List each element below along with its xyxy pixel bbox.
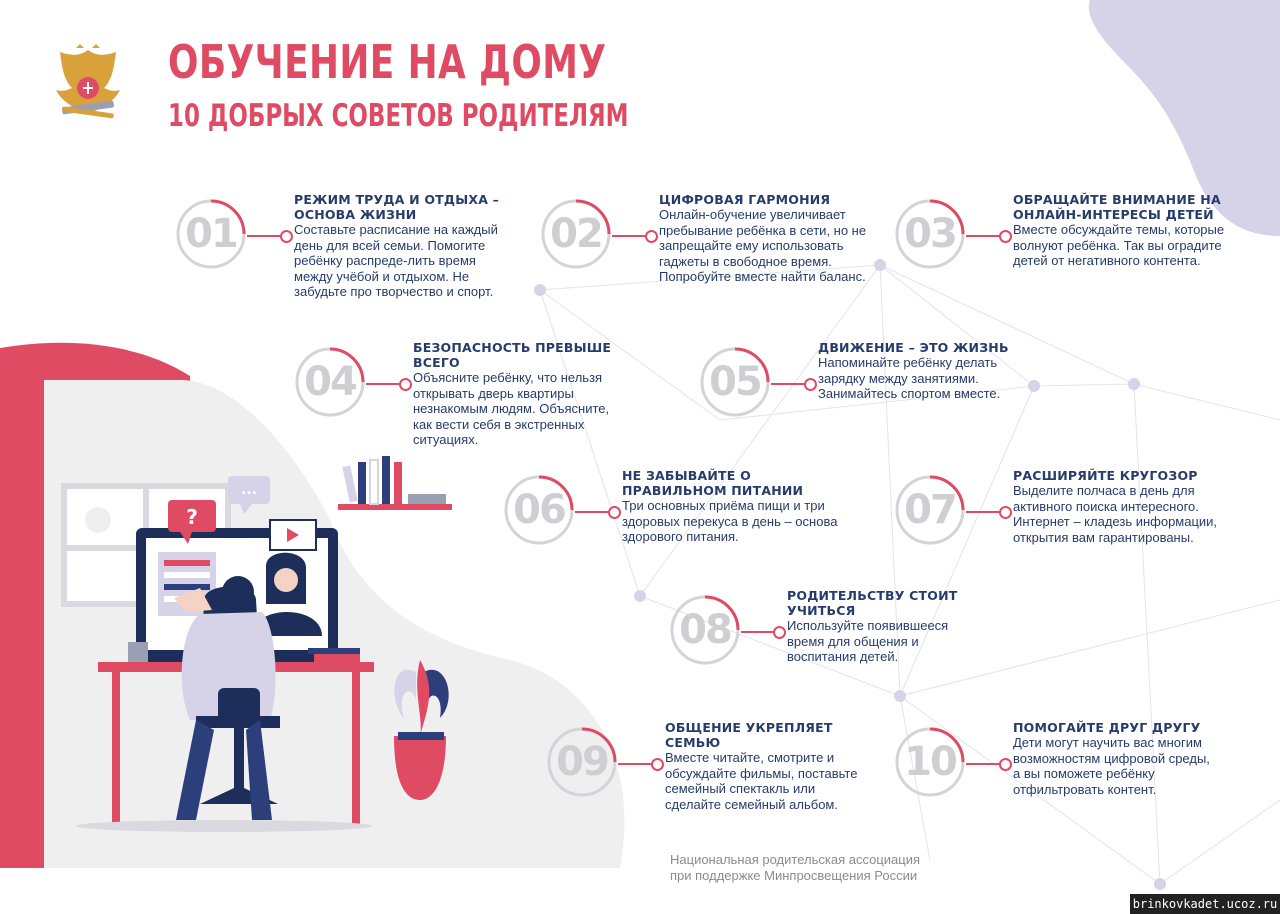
footer-line-1: Национальная родительская ассоциация bbox=[670, 852, 921, 867]
tip-number-badge: 09 bbox=[546, 726, 618, 798]
tip-number: 01 bbox=[185, 211, 239, 257]
progress-ring-icon bbox=[547, 727, 617, 797]
tip-text-block: ДВИЖЕНИЕ – ЭТО ЖИЗНЬ Напоминайте ребёнку … bbox=[818, 340, 1033, 402]
connector-line bbox=[771, 383, 806, 385]
tip-number: 08 bbox=[679, 607, 733, 653]
progress-ring-icon bbox=[895, 199, 965, 269]
connector-dot bbox=[608, 506, 621, 519]
tip-number: 05 bbox=[709, 359, 763, 405]
footer-credit: Национальная родительская ассоциация при… bbox=[670, 852, 920, 884]
connector-dot bbox=[999, 230, 1012, 243]
connector-dot bbox=[804, 378, 817, 391]
connector-line bbox=[966, 235, 1001, 237]
tip-number: 09 bbox=[556, 739, 610, 785]
progress-ring-icon bbox=[541, 199, 611, 269]
tip-title: ОБЩЕНИЕ УКРЕПЛЯЕТ СЕМЬЮ bbox=[665, 720, 833, 750]
svg-text:...: ... bbox=[241, 482, 257, 498]
illustration: ? ... bbox=[0, 342, 625, 869]
svg-text:?: ? bbox=[186, 505, 198, 529]
tip-title: РЕЖИМ ТРУДА И ОТДЫХА – ОСНОВА ЖИЗНИ bbox=[294, 192, 500, 222]
tip-number: 02 bbox=[550, 211, 604, 257]
watermark: brinkovkadet.ucoz.ru bbox=[1130, 894, 1280, 914]
network-lines bbox=[539, 264, 1280, 885]
connector-line bbox=[966, 763, 1001, 765]
tip-body: Напоминайте ребёнку делать зарядку между… bbox=[818, 355, 1001, 402]
tip-text-block: РАСШИРЯЙТЕ КРУГОЗОР Выделите полчаса в де… bbox=[1013, 468, 1243, 545]
tip-number-badge: 03 bbox=[894, 198, 966, 270]
page-title: ОБУЧЕНИЕ НА ДОМУ bbox=[168, 35, 607, 89]
tip-number-badge: 07 bbox=[894, 474, 966, 546]
connector-line bbox=[575, 511, 610, 513]
tip-text-block: ОБРАЩАЙТЕ ВНИМАНИЕ НА ОНЛАЙН-ИНТЕРЕСЫ ДЕ… bbox=[1013, 192, 1233, 269]
connector-line bbox=[612, 235, 647, 237]
tip-text-block: РОДИТЕЛЬСТВУ СТОИТ УЧИТЬСЯ Используйте по… bbox=[787, 588, 987, 665]
tip-title: ПОМОГАЙТЕ ДРУГ ДРУГУ bbox=[1013, 720, 1201, 735]
connector-line bbox=[247, 235, 282, 237]
connector-dot bbox=[651, 758, 664, 771]
tip-title: ДВИЖЕНИЕ – ЭТО ЖИЗНЬ bbox=[818, 340, 1009, 355]
tip-text-block: РЕЖИМ ТРУДА И ОТДЫХА – ОСНОВА ЖИЗНИ Соста… bbox=[294, 192, 509, 300]
connector-dot bbox=[773, 626, 786, 639]
tip-number: 06 bbox=[513, 487, 567, 533]
connector-dot bbox=[999, 758, 1012, 771]
tip-title: ЦИФРОВАЯ ГАРМОНИЯ bbox=[659, 192, 831, 207]
tip-body: Используйте появившееся время для общени… bbox=[787, 618, 949, 665]
tip-body: Онлайн-обучение увеличивает пребывание р… bbox=[659, 207, 867, 285]
tip-text-block: НЕ ЗАБЫВАЙТЕ О ПРАВИЛЬНОМ ПИТАНИИ Три осн… bbox=[622, 468, 847, 545]
tip-text-block: БЕЗОПАСНОСТЬ ПРЕВЫШЕ ВСЕГО Объясните ребё… bbox=[413, 340, 628, 448]
connector-line bbox=[966, 511, 1001, 513]
tip-body: Составьте расписание на каждый день для … bbox=[294, 222, 498, 300]
tip-text-block: ЦИФРОВАЯ ГАРМОНИЯ Онлайн-обучение увеличи… bbox=[659, 192, 884, 285]
tip-number-badge: 04 bbox=[294, 346, 366, 418]
progress-ring-icon bbox=[895, 475, 965, 545]
page-subtitle: 10 ДОБРЫХ СОВЕТОВ РОДИТЕЛЯМ bbox=[168, 98, 629, 134]
tip-body: Три основных приёма пищи и три здоровых … bbox=[622, 498, 838, 545]
tip-body: Объясните ребёнку, что нельзя открывать … bbox=[413, 370, 610, 448]
tip-number: 10 bbox=[904, 739, 958, 785]
progress-ring-icon bbox=[176, 199, 246, 269]
connector-line bbox=[366, 383, 401, 385]
lavender-blob bbox=[1088, 0, 1280, 236]
tip-number-badge: 08 bbox=[669, 594, 741, 666]
tip-number: 03 bbox=[904, 211, 958, 257]
tip-body: Вместе обсуждайте темы, которые волнуют … bbox=[1013, 222, 1225, 269]
connector-line bbox=[741, 631, 775, 633]
tip-number: 07 bbox=[904, 487, 958, 533]
connector-dot bbox=[280, 230, 293, 243]
progress-ring-icon bbox=[504, 475, 574, 545]
tip-body: Вместе читайте, смотрите и обсуждайте фи… bbox=[665, 750, 858, 812]
connector-dot bbox=[999, 506, 1012, 519]
network-nodes bbox=[534, 259, 1166, 890]
footer-line-2: при поддержке Минпросвещения России bbox=[670, 868, 918, 883]
connector-dot bbox=[645, 230, 658, 243]
progress-ring-icon bbox=[895, 727, 965, 797]
tip-body: Выделите полчаса в день для активного по… bbox=[1013, 483, 1218, 545]
tip-text-block: ПОМОГАЙТЕ ДРУГ ДРУГУ Дети могут научить в… bbox=[1013, 720, 1213, 797]
tip-title: РАСШИРЯЙТЕ КРУГОЗОР bbox=[1013, 468, 1198, 483]
tip-title: БЕЗОПАСНОСТЬ ПРЕВЫШЕ ВСЕГО bbox=[413, 340, 612, 370]
tip-title: НЕ ЗАБЫВАЙТЕ О ПРАВИЛЬНОМ ПИТАНИИ bbox=[622, 468, 804, 498]
progress-ring-icon bbox=[295, 347, 365, 417]
tip-number-badge: 02 bbox=[540, 198, 612, 270]
tip-number-badge: 01 bbox=[175, 198, 247, 270]
tip-number: 04 bbox=[304, 359, 358, 405]
tip-number-badge: 05 bbox=[699, 346, 771, 418]
progress-ring-icon bbox=[670, 595, 740, 665]
tip-title: РОДИТЕЛЬСТВУ СТОИТ УЧИТЬСЯ bbox=[787, 588, 958, 618]
progress-ring-icon bbox=[700, 347, 770, 417]
tip-number-badge: 10 bbox=[894, 726, 966, 798]
tip-number-badge: 06 bbox=[503, 474, 575, 546]
coat-of-arms-emblem bbox=[56, 44, 120, 119]
tip-title: ОБРАЩАЙТЕ ВНИМАНИЕ НА ОНЛАЙН-ИНТЕРЕСЫ ДЕ… bbox=[1013, 192, 1221, 222]
tip-text-block: ОБЩЕНИЕ УКРЕПЛЯЕТ СЕМЬЮ Вместе читайте, с… bbox=[665, 720, 865, 812]
connector-line bbox=[618, 763, 653, 765]
connector-dot bbox=[399, 378, 412, 391]
tip-body: Дети могут научить вас многим возможност… bbox=[1013, 735, 1210, 797]
